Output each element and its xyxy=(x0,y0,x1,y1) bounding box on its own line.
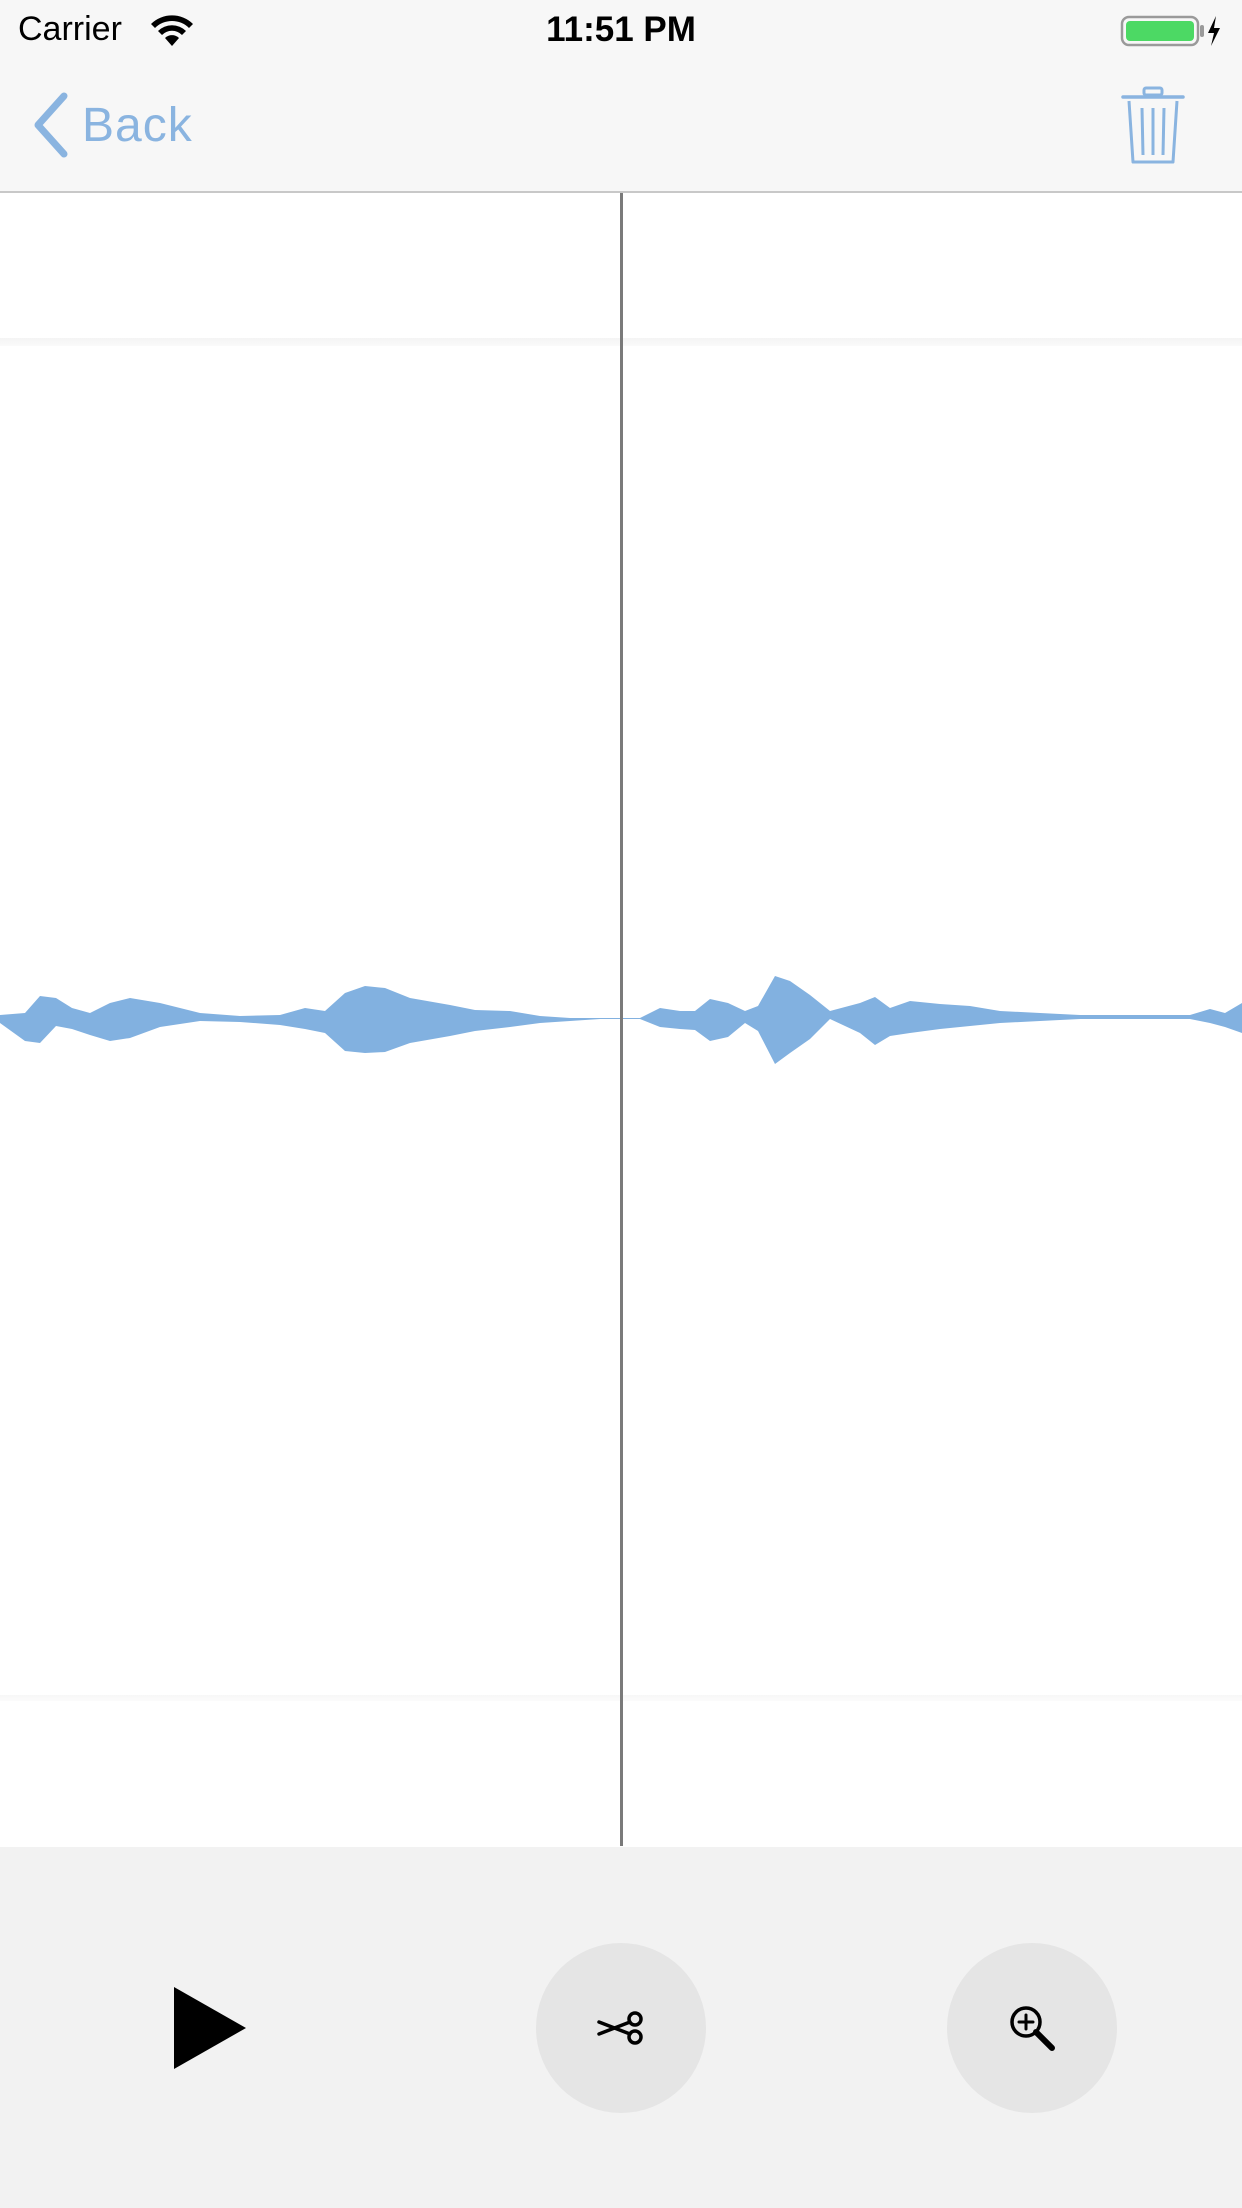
play-icon[interactable] xyxy=(170,1985,250,2071)
status-time: 11:51 PM xyxy=(546,10,696,49)
back-label: Back xyxy=(82,98,193,152)
status-bar: Carrier 11:51 PM xyxy=(0,0,1242,60)
audio-waveform xyxy=(0,976,1242,1064)
carrier-label: Carrier xyxy=(18,10,122,48)
scissors-icon xyxy=(597,2011,643,2045)
chevron-left-icon xyxy=(34,92,68,158)
battery-charging-icon xyxy=(1120,15,1220,47)
trash-icon[interactable] xyxy=(1120,86,1186,166)
wifi-icon xyxy=(151,15,193,46)
playhead-cursor[interactable] xyxy=(620,193,623,1846)
navigation-bar: Back xyxy=(0,60,1242,193)
bottom-toolbar xyxy=(0,1847,1242,2208)
zoom-button[interactable] xyxy=(947,1943,1117,2113)
back-button[interactable]: Back xyxy=(30,90,193,160)
zoom-in-icon xyxy=(1010,2006,1055,2051)
cut-button[interactable] xyxy=(536,1943,706,2113)
waveform-area[interactable] xyxy=(0,193,1242,1846)
